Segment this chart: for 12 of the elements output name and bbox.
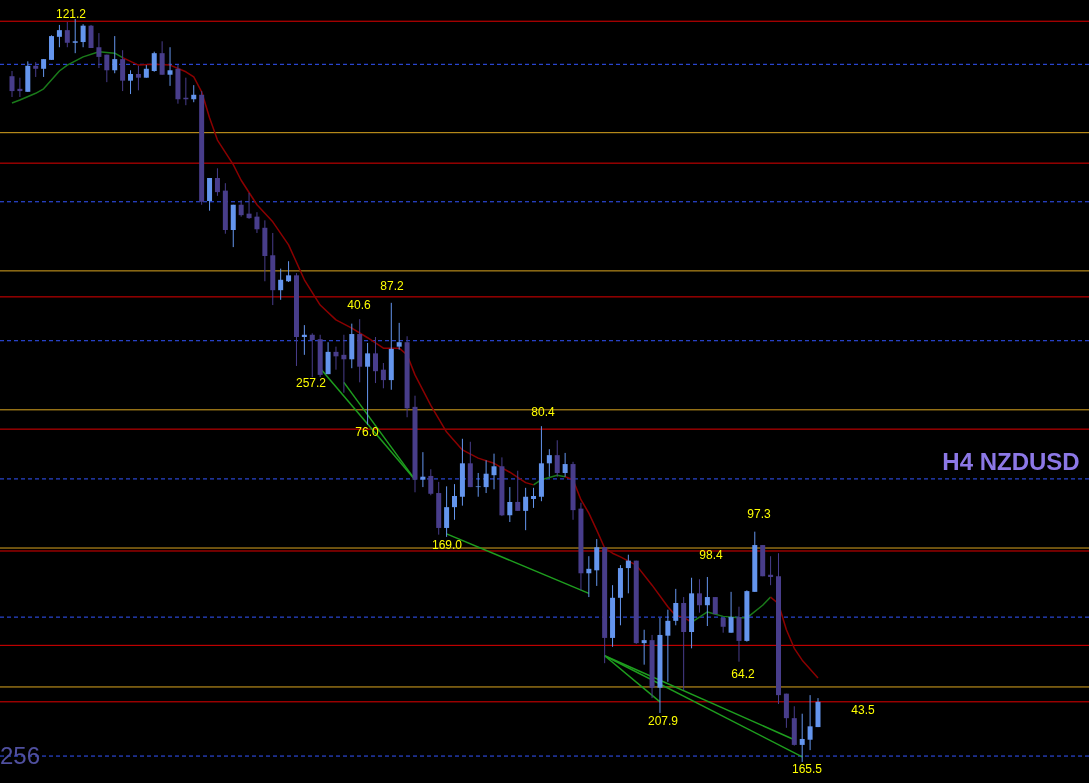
annotation: 40.6 (347, 298, 371, 312)
annotation: 165.5 (791, 762, 823, 776)
annotation: 121.2 (55, 7, 87, 21)
text: 43.5 (851, 703, 875, 717)
annotation: 169.0 (431, 538, 463, 552)
annotation: 64.2 (731, 667, 755, 681)
annotation: 207.9 (647, 714, 679, 728)
annotation: 97.3 (747, 507, 771, 521)
annotation: 257.2 (295, 376, 327, 390)
annotation: 87.2 (380, 279, 404, 293)
text: H4 NZDUSD (942, 448, 1080, 475)
annotation: 98.4 (699, 548, 723, 562)
